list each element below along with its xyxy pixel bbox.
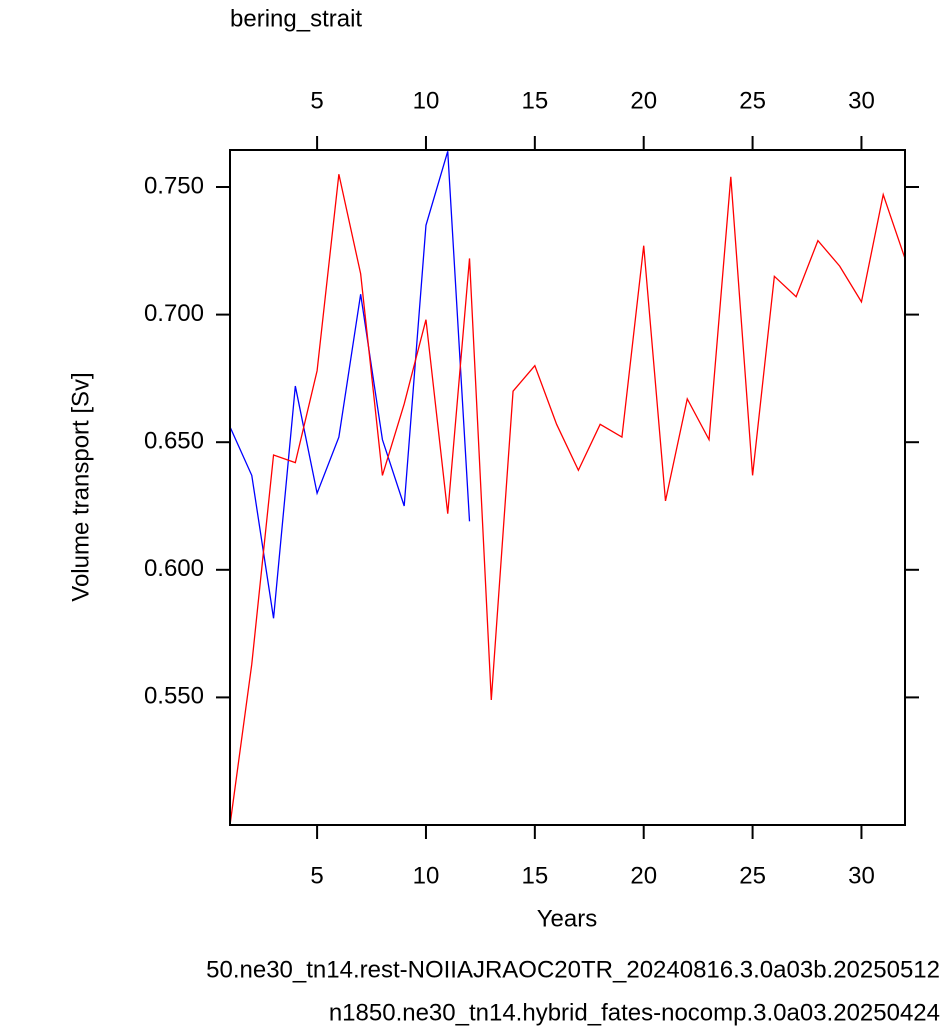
x2-tick-label: 20 <box>630 87 657 114</box>
x-tick-label: 15 <box>521 862 548 889</box>
y-axis-label: Volume transport [Sv] <box>67 372 94 601</box>
legend-entry: n1850.ne30_tn14.hybrid_fates-nocomp.3.0a… <box>329 999 940 1026</box>
x-axis-label: Years <box>537 905 598 932</box>
x-tick-label: 25 <box>739 862 766 889</box>
series-line <box>229 151 471 619</box>
plot-frame <box>229 149 906 826</box>
x2-tick-label: 15 <box>521 87 548 114</box>
x2-tick-label: 10 <box>413 87 440 114</box>
legend-entry: 50.ne30_tn14.rest-NOIIAJRAOC20TR_2024081… <box>206 956 940 983</box>
x-tick-label: 10 <box>413 862 440 889</box>
y-tick-label: 0.650 <box>144 428 204 455</box>
y-tick-label: 0.750 <box>144 172 204 199</box>
x-tick-label: 5 <box>310 862 323 889</box>
y-tick-label: 0.700 <box>144 300 204 327</box>
y-tick-label: 0.550 <box>144 683 204 710</box>
y-tick-label: 0.600 <box>144 555 204 582</box>
series-line <box>229 174 906 826</box>
x-tick-label: 20 <box>630 862 657 889</box>
x-tick-label: 30 <box>848 862 875 889</box>
x2-tick-label: 30 <box>848 87 875 114</box>
chart-title: bering_strait <box>230 5 362 32</box>
x2-tick-label: 5 <box>310 87 323 114</box>
x2-tick-label: 25 <box>739 87 766 114</box>
